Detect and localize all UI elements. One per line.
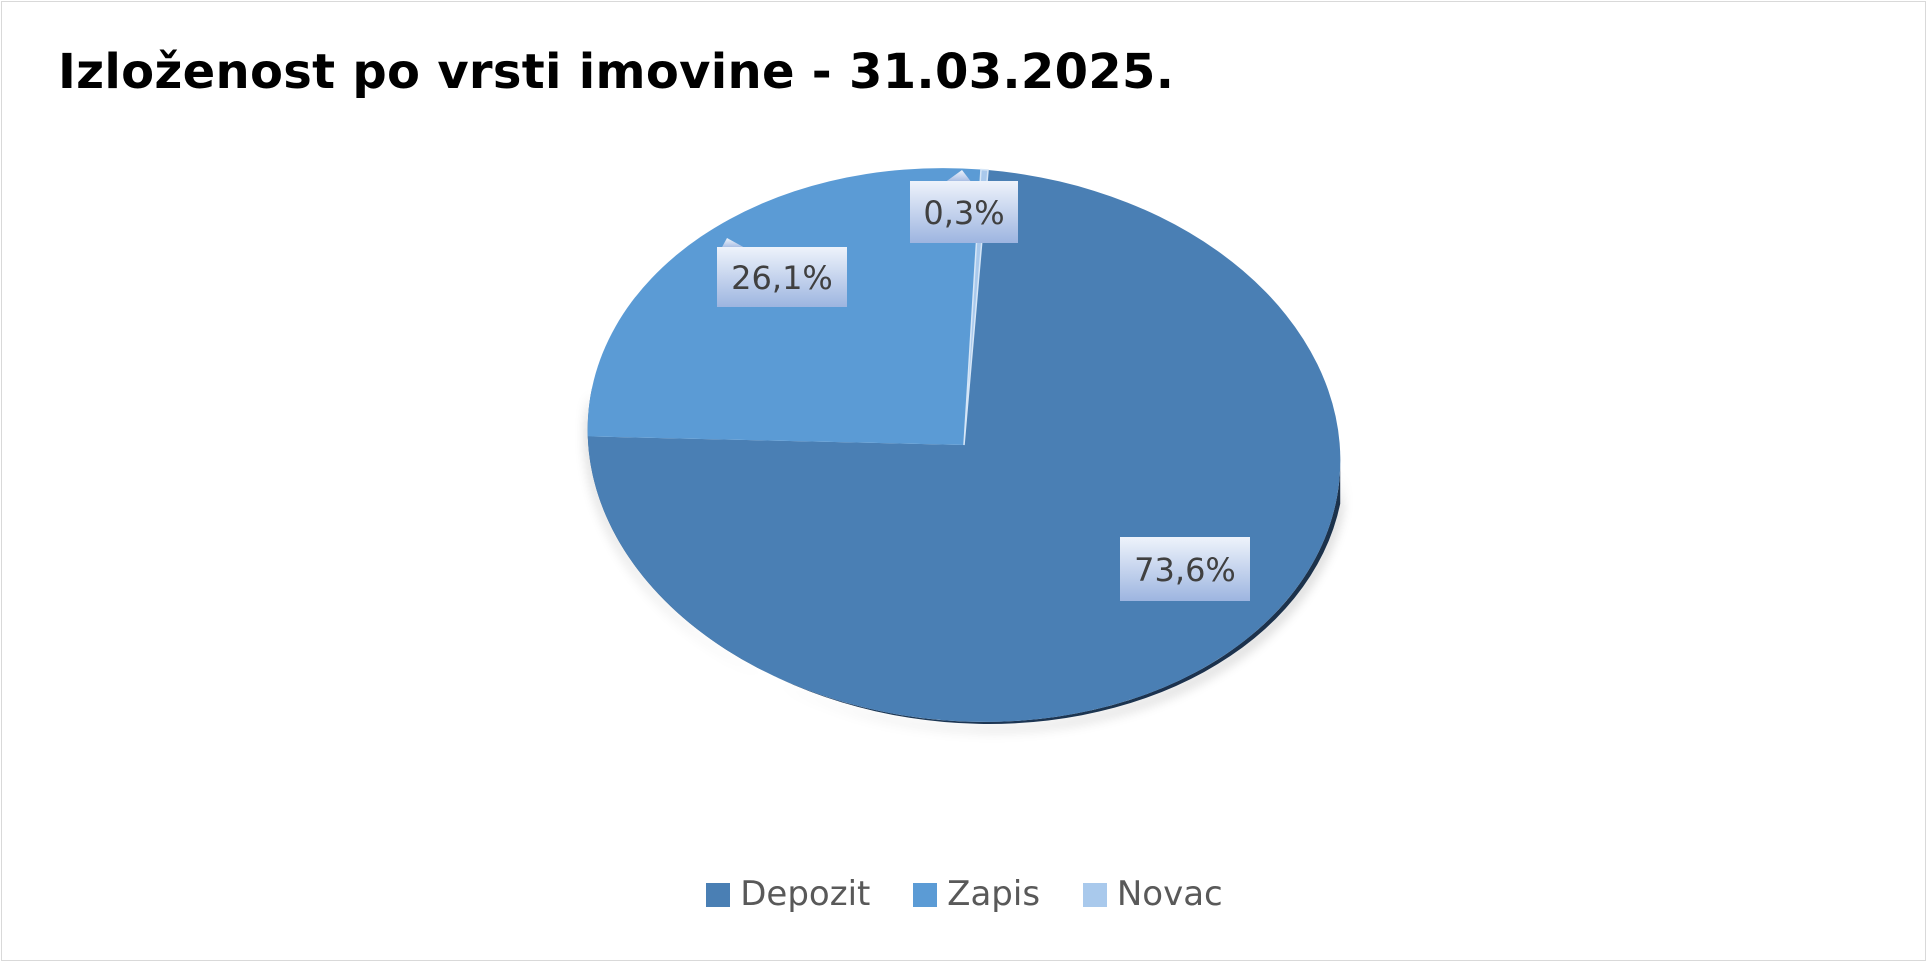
data-label-text: 26,1%	[731, 259, 833, 297]
chart-title: Izloženost po vrsti imovine - 31.03.2025…	[58, 44, 1175, 100]
data-label-pointer	[944, 170, 972, 183]
legend-item-novac: Novac	[1082, 872, 1223, 916]
data-label-box	[1120, 537, 1250, 601]
data-label-depozit: 73,6%	[1120, 537, 1250, 601]
data-label-text: 0,3%	[923, 194, 1004, 232]
legend-swatch-zapis	[913, 883, 938, 907]
pie-group	[587, 168, 1341, 724]
data-label-box	[910, 181, 1018, 243]
data-label-box	[717, 247, 847, 307]
legend: Depozit Zapis Novac	[0, 872, 1929, 916]
legend-label-novac: Novac	[1116, 874, 1223, 914]
legend-label-depozit: Depozit	[740, 874, 871, 914]
data-label-pointer	[721, 238, 747, 249]
legend-label-zapis: Zapis	[947, 874, 1041, 914]
legend-item-zapis: Zapis	[913, 872, 1040, 916]
legend-swatch-novac	[1082, 883, 1107, 907]
legend-item-depozit: Depozit	[706, 872, 870, 916]
data-label-text: 73,6%	[1134, 551, 1236, 589]
data-labels: 73,6% 26,1% 0,3%	[717, 170, 1250, 601]
data-label-novac: 0,3%	[910, 170, 1018, 243]
data-label-zapis: 26,1%	[717, 238, 847, 307]
legend-swatch-depozit	[706, 883, 731, 907]
